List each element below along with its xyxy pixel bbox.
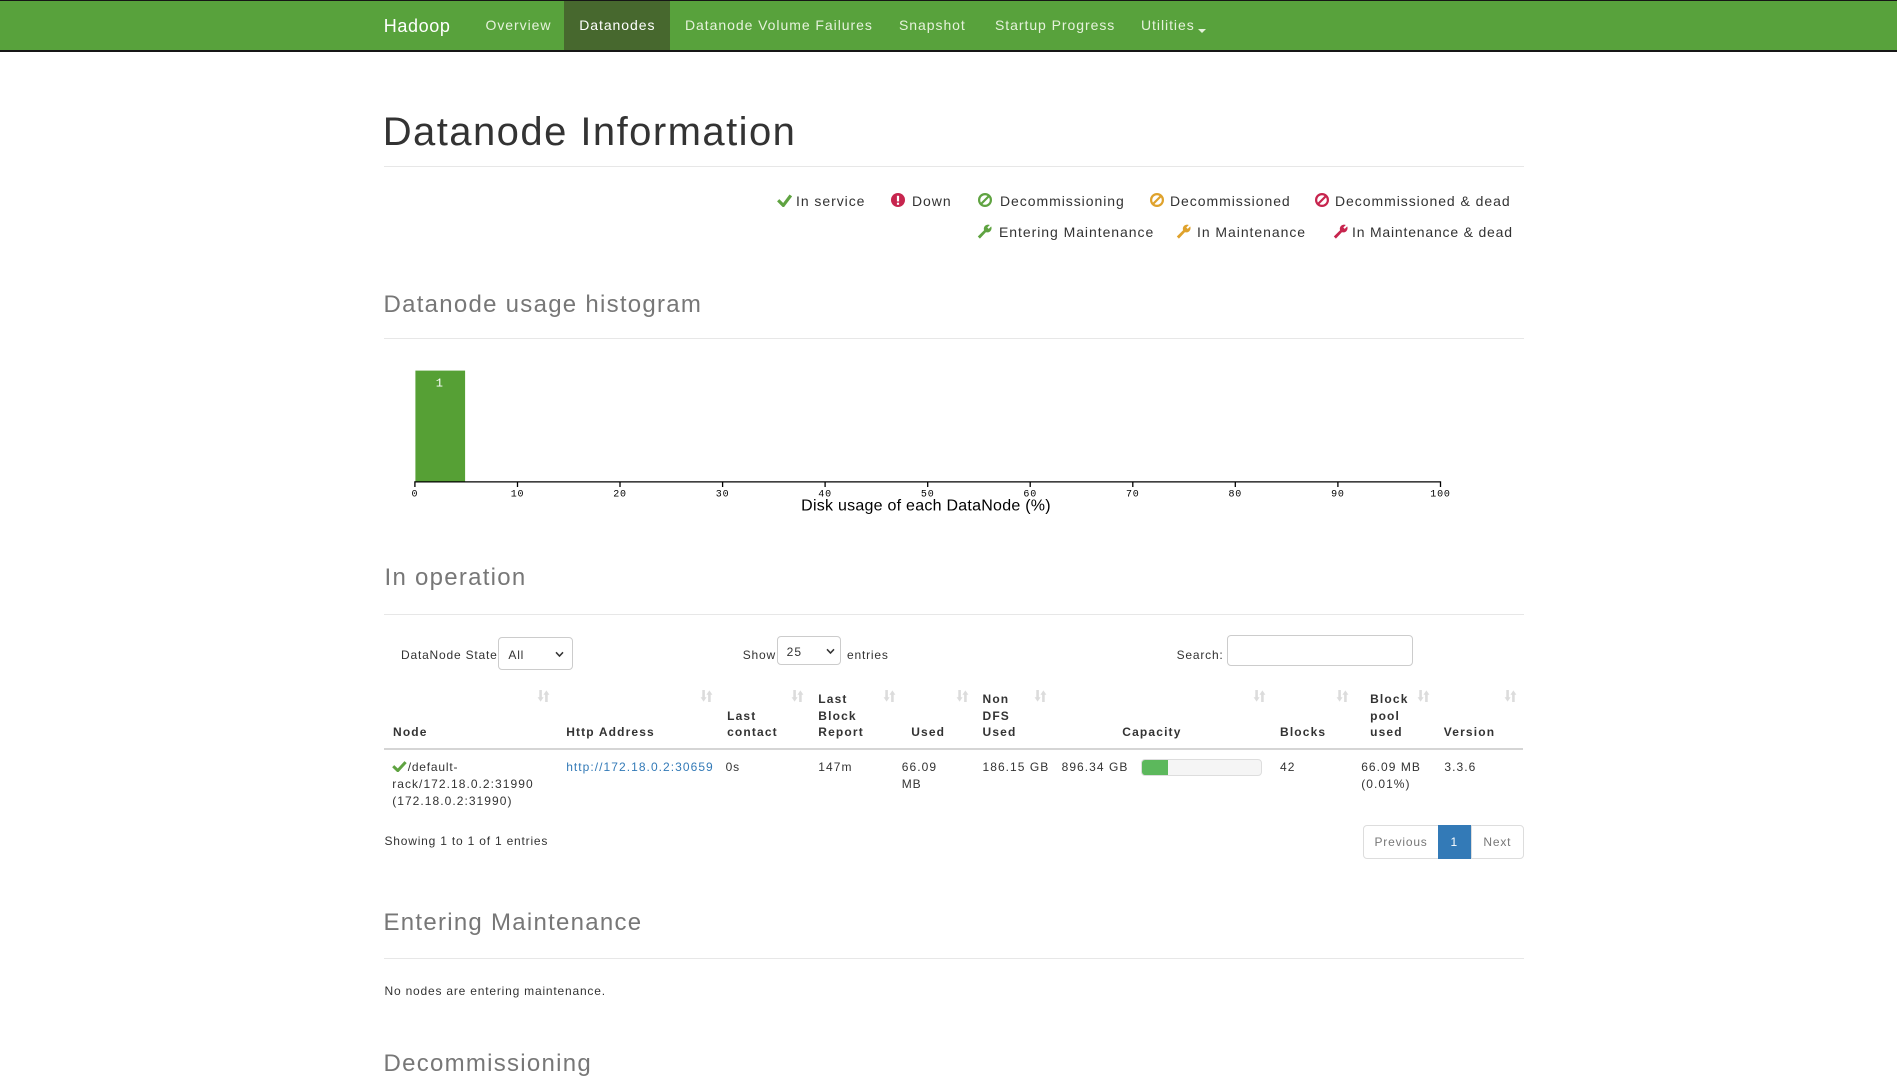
svg-text:0: 0 — [411, 490, 418, 501]
svg-text:70: 70 — [1126, 490, 1140, 501]
svg-text:1: 1 — [436, 376, 444, 390]
svg-text:30: 30 — [716, 490, 730, 501]
svg-text:Disk usage of each DataNode (%: Disk usage of each DataNode (%) — [801, 497, 1051, 514]
svg-text:40: 40 — [818, 490, 832, 501]
svg-text:90: 90 — [1331, 490, 1345, 501]
svg-text:10: 10 — [511, 490, 525, 501]
svg-text:100: 100 — [1430, 490, 1450, 501]
svg-text:20: 20 — [613, 490, 627, 501]
svg-text:60: 60 — [1023, 490, 1037, 501]
svg-text:80: 80 — [1228, 490, 1242, 501]
svg-text:50: 50 — [921, 490, 935, 501]
